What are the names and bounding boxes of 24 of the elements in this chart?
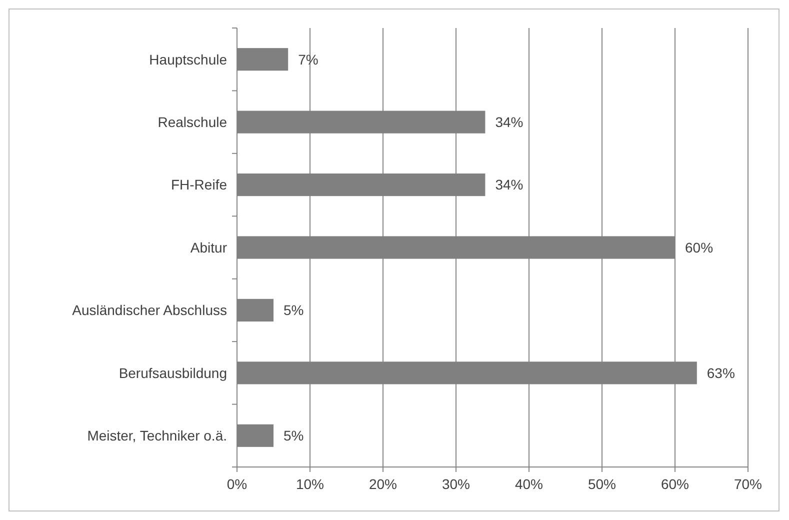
x-tick-label: 40% xyxy=(514,476,544,492)
x-tick-label: 0% xyxy=(226,476,248,492)
data-label: 5% xyxy=(284,302,304,318)
y-tick-label: Berufsausbildung xyxy=(118,364,227,381)
y-tick-label: FH-Reife xyxy=(170,176,228,193)
x-tick-label: 60% xyxy=(660,476,690,492)
y-tick-label: Meister, Techniker o.ä. xyxy=(87,428,227,444)
data-label: 34% xyxy=(495,176,524,193)
x-tick-label: 70% xyxy=(734,476,762,492)
data-label: 5% xyxy=(284,428,304,444)
data-label: 63% xyxy=(706,364,735,381)
x-tick-label: 20% xyxy=(368,476,398,492)
x-tick-label: 10% xyxy=(296,476,324,492)
y-tick-label: Ausländischer Abschluss xyxy=(72,302,227,318)
data-label: 34% xyxy=(495,114,524,130)
data-label: 60% xyxy=(685,239,714,256)
y-tick-label: Abitur xyxy=(190,239,228,256)
x-tick-label: 30% xyxy=(442,476,470,492)
y-tick-label: Hauptschule xyxy=(149,51,228,68)
x-tick-label: 50% xyxy=(588,476,616,492)
bar xyxy=(237,424,274,447)
y-tick-label: Realschule xyxy=(158,114,228,130)
bar xyxy=(237,48,288,71)
bar xyxy=(237,298,274,322)
